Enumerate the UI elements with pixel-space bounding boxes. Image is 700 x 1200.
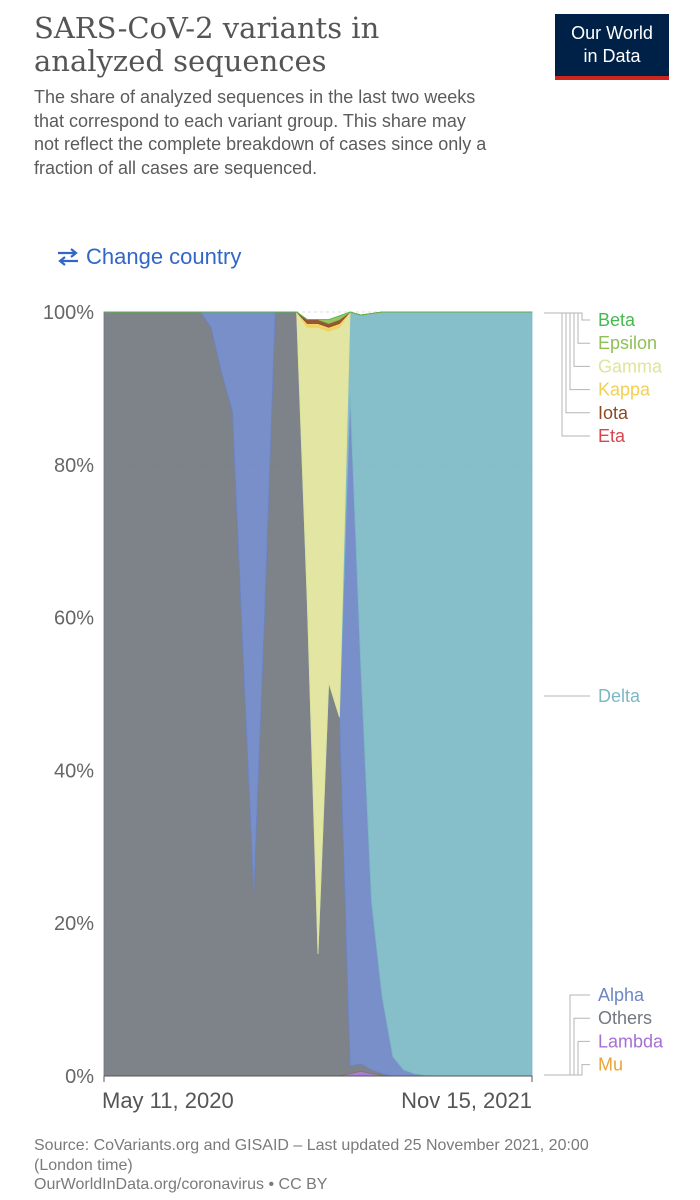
logo-line-2: in Data (583, 46, 641, 66)
footer-source: Source: CoVariants.org and GISAID – Last… (34, 1137, 589, 1174)
axes: 0% 20% 40% 60% 80% 100% May 11, 2020 Nov 15, 20… (43, 302, 533, 1113)
legend-label: Mu (598, 1055, 623, 1075)
owid-logo[interactable]: Our World in Data (555, 14, 669, 80)
y-tick-label: 60% (54, 608, 94, 630)
swap-arrows-icon (58, 248, 78, 266)
legend-connector (544, 994, 590, 1076)
legend-label: Others (598, 1008, 652, 1028)
area-series (103, 311, 533, 1077)
area-beta (103, 311, 533, 321)
x-tick-label: May 11, 2020 (102, 1088, 234, 1113)
legend: Beta Epsilon Gamma Kappa Iota Eta Delta Alpha Ot… (544, 310, 664, 1076)
legend-label: Lambda (598, 1031, 664, 1051)
change-country-button[interactable]: Change country (56, 242, 241, 272)
legend-connector (544, 1064, 590, 1076)
legend-label: Alpha (598, 985, 645, 1005)
legend-connector (544, 1040, 590, 1076)
legend-connector (544, 312, 590, 437)
y-tick-label: 40% (54, 760, 94, 782)
legend-item-mu: Mu (544, 1055, 623, 1076)
legend-label: Eta (598, 426, 626, 446)
x-tick-label: Nov 15, 2021 (401, 1088, 532, 1113)
legend-label: Epsilon (598, 333, 657, 353)
footer-link[interactable]: OurWorldInData.org/coronavirus • CC BY (34, 1176, 328, 1193)
legend-label: Beta (598, 310, 636, 330)
y-tick-label: 20% (54, 913, 94, 935)
logo-accent-bar (555, 76, 669, 80)
legend-connector (544, 1017, 590, 1076)
y-tick-label: 80% (54, 455, 94, 477)
logo-line-1: Our World (571, 23, 653, 43)
legend-connector (544, 312, 590, 367)
legend-connector (544, 312, 590, 391)
legend-label: Kappa (598, 380, 651, 400)
legend-item-alpha: Alpha (544, 985, 645, 1076)
chart-subtitle: The share of analyzed sequences in the l… (34, 87, 487, 178)
y-tick-label: 100% (43, 302, 94, 324)
legend-connector (544, 312, 590, 414)
legend-connector (544, 312, 590, 344)
footer: Source: CoVariants.org and GISAID – Last… (34, 1136, 644, 1195)
legend-label: Iota (598, 403, 629, 423)
legend-label: Delta (598, 686, 641, 706)
chart-title: SARS-CoV-2 variants in analyzed sequence… (34, 11, 380, 78)
change-country-label: Change country (86, 244, 242, 269)
legend-item-eta: Eta (544, 312, 626, 446)
y-tick-label: 0% (65, 1066, 94, 1088)
legend-label: Gamma (598, 356, 663, 376)
variant-share-chart: 0% 20% 40% 60% 80% 100% May 11, 2020 Nov 15, 20… (43, 302, 664, 1113)
legend-item-delta: Delta (544, 686, 641, 706)
legend-connector (544, 312, 590, 321)
